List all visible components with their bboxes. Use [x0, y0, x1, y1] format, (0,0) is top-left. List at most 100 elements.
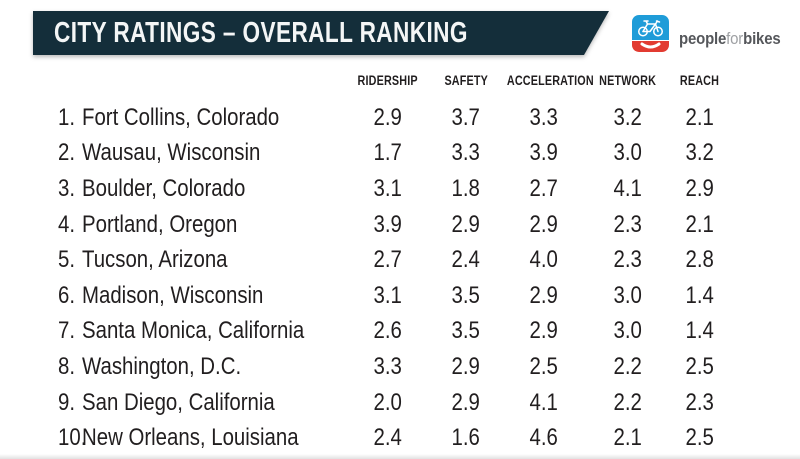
city-cell: New Orleans, Louisiana: [82, 424, 299, 452]
table-row: 1. Fort Collins, Colorado 2.9 3.7 3.3 3.…: [32, 100, 800, 136]
score-cell-reach: 2.9: [685, 174, 715, 202]
column-header-network: NETWORK: [599, 73, 657, 88]
score-cell-safety: 3.5: [451, 317, 481, 345]
score-cell-safety: 2.4: [451, 246, 481, 274]
score-cell-safety: 2.9: [451, 210, 481, 238]
score-cell-acceleration: 3.3: [529, 103, 559, 131]
title-bar: CITY RATINGS – OVERALL RANKING: [33, 11, 609, 55]
score-cell-network: 3.0: [613, 317, 643, 345]
city-cell: Washington, D.C.: [82, 352, 242, 380]
score-cell-acceleration: 4.0: [529, 246, 559, 274]
score-cell-reach: 1.4: [685, 281, 715, 309]
score-cell-acceleration: 2.9: [529, 281, 559, 309]
peopleforbikes-logo: [632, 15, 669, 52]
rank-cell: 6.: [58, 281, 76, 309]
city-cell: Boulder, Colorado: [82, 174, 246, 202]
rank-cell: 9.: [58, 388, 76, 416]
score-cell-safety: 1.8: [451, 174, 481, 202]
score-cell-network: 3.0: [613, 281, 643, 309]
smile-icon: [640, 42, 661, 49]
rank-cell: 1.: [58, 103, 76, 131]
score-cell-acceleration: 2.9: [529, 317, 559, 345]
bicycle-icon: [638, 20, 663, 37]
score-cell-network: 2.3: [613, 246, 643, 274]
score-cell-network: 2.1: [613, 424, 643, 452]
page-title: CITY RATINGS – OVERALL RANKING: [54, 16, 468, 49]
rank-cell: 8.: [58, 352, 76, 380]
city-cell: San Diego, California: [82, 388, 275, 416]
wordmark-people: people: [679, 29, 727, 48]
peopleforbikes-wordmark: peopleforbikes: [679, 29, 781, 48]
table-row: 3. Boulder, Colorado 3.1 1.8 2.7 4.1 2.9: [32, 171, 800, 207]
score-cell-reach: 2.8: [685, 246, 715, 274]
score-cell-network: 3.2: [613, 103, 643, 131]
score-cell-ridership: 3.1: [373, 174, 403, 202]
city-cell: Wausau, Wisconsin: [82, 139, 261, 167]
score-cell-network: 2.3: [613, 210, 643, 238]
score-cell-network: 4.1: [613, 174, 643, 202]
table-row: 9. San Diego, California 2.0 2.9 4.1 2.2…: [32, 385, 800, 421]
city-cell: Portland, Oregon: [82, 210, 238, 238]
column-header-ridership: RIDERSHIP: [357, 73, 419, 88]
score-cell-ridership: 2.9: [373, 103, 403, 131]
score-cell-acceleration: 4.6: [529, 424, 559, 452]
score-cell-safety: 1.6: [451, 424, 481, 452]
score-cell-reach: 2.3: [685, 388, 715, 416]
score-cell-ridership: 3.3: [373, 352, 403, 380]
score-cell-ridership: 2.0: [373, 388, 403, 416]
city-cell: Santa Monica, California: [82, 317, 305, 345]
score-cell-network: 3.0: [613, 139, 643, 167]
wordmark-for: for: [726, 29, 744, 48]
score-cell-network: 2.2: [613, 352, 643, 380]
ratings-table: RIDERSHIP SAFETY ACCELERATION NETWORK RE…: [0, 62, 800, 456]
score-cell-safety: 3.5: [451, 281, 481, 309]
score-cell-safety: 3.7: [451, 103, 481, 131]
logo-bike-panel: [632, 15, 669, 40]
table-row: 10. New Orleans, Louisiana 2.4 1.6 4.6 2…: [32, 420, 800, 456]
city-cell: Fort Collins, Colorado: [82, 103, 280, 131]
title-bar-wrap: CITY RATINGS – OVERALL RANKING: [33, 11, 609, 55]
table-row: 7. Santa Monica, California 2.6 3.5 2.9 …: [32, 314, 800, 350]
score-cell-ridership: 2.6: [373, 317, 403, 345]
rank-cell: 2.: [58, 139, 76, 167]
logo-smile-panel: [632, 41, 669, 52]
score-cell-ridership: 2.4: [373, 424, 403, 452]
table-row: 2. Wausau, Wisconsin 1.7 3.3 3.9 3.0 3.2: [32, 136, 800, 172]
score-cell-acceleration: 3.9: [529, 139, 559, 167]
score-cell-ridership: 1.7: [373, 139, 403, 167]
rank-cell: 7.: [58, 317, 76, 345]
score-cell-network: 2.2: [613, 388, 643, 416]
score-cell-safety: 2.9: [451, 388, 481, 416]
score-cell-reach: 2.5: [685, 424, 715, 452]
table-row: 8. Washington, D.C. 3.3 2.9 2.5 2.2 2.5: [32, 349, 800, 385]
score-cell-acceleration: 2.7: [529, 174, 559, 202]
score-cell-safety: 3.3: [451, 139, 481, 167]
score-cell-acceleration: 2.9: [529, 210, 559, 238]
score-cell-reach: 2.5: [685, 352, 715, 380]
score-cell-ridership: 3.9: [373, 210, 403, 238]
column-header-reach: REACH: [680, 73, 720, 88]
table-row: 5. Tucson, Arizona 2.7 2.4 4.0 2.3 2.8: [32, 242, 800, 278]
rank-cell: 3.: [58, 174, 76, 202]
score-cell-reach: 2.1: [685, 210, 715, 238]
score-cell-acceleration: 2.5: [529, 352, 559, 380]
table-body: 1. Fort Collins, Colorado 2.9 3.7 3.3 3.…: [32, 100, 800, 456]
rank-cell: 4.: [58, 210, 76, 238]
column-header-acceleration: ACCELERATION: [506, 73, 594, 88]
table-header-row: RIDERSHIP SAFETY ACCELERATION NETWORK RE…: [32, 62, 800, 100]
score-cell-ridership: 3.1: [373, 281, 403, 309]
score-cell-reach: 3.2: [685, 139, 715, 167]
table-row: 6. Madison, Wisconsin 3.1 3.5 2.9 3.0 1.…: [32, 278, 800, 314]
score-cell-acceleration: 4.1: [529, 388, 559, 416]
bottom-edge-shading: [0, 454, 800, 459]
table-row: 4. Portland, Oregon 3.9 2.9 2.9 2.3 2.1: [32, 207, 800, 243]
score-cell-safety: 2.9: [451, 352, 481, 380]
rank-cell: 10.: [58, 424, 87, 452]
score-cell-reach: 2.1: [685, 103, 715, 131]
wordmark-bikes: bikes: [743, 29, 781, 48]
column-header-safety: SAFETY: [444, 73, 488, 88]
score-cell-ridership: 2.7: [373, 246, 403, 274]
score-cell-reach: 1.4: [685, 317, 715, 345]
rank-cell: 5.: [58, 246, 76, 274]
